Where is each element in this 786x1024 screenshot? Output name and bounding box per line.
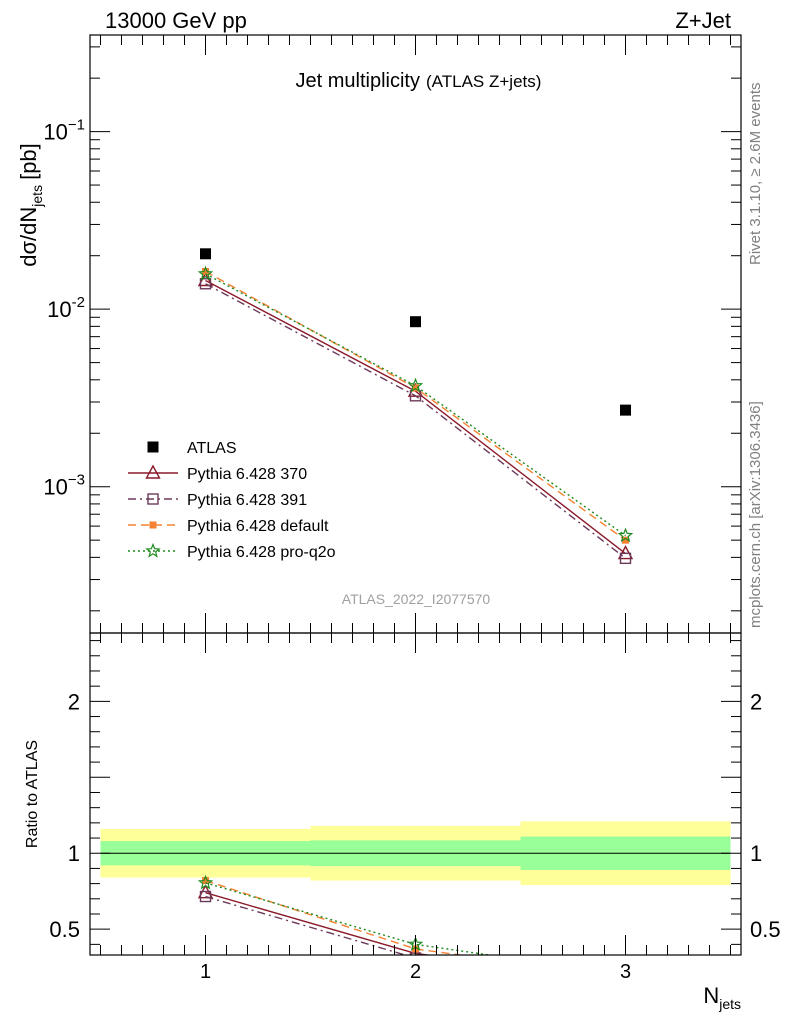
- data-point-p391: [199, 278, 212, 290]
- ylabel-subscript: jets: [29, 185, 45, 208]
- data-point-pq2o: [197, 265, 214, 281]
- data-point-pq2o: [407, 377, 424, 393]
- legend-label-p391: Pythia 6.428 391: [187, 492, 307, 509]
- ratio-line-p391: [205, 895, 408, 955]
- ratio-y-tick-label-right: 2: [750, 689, 762, 714]
- legend-marker-p391: [147, 493, 159, 505]
- side-label-mcplots: mcplots.cern.ch [arXiv:1306.3436]: [747, 401, 764, 628]
- plot-title: Jet multiplicity: [296, 70, 420, 92]
- legend-marker-atlas: [147, 441, 159, 453]
- data-point-atlas: [410, 316, 421, 328]
- legend-label-p370: Pythia 6.428 370: [187, 466, 307, 483]
- ratio-y-tick-label-left: 1: [68, 841, 80, 866]
- xlabel-subscript: jets: [718, 996, 741, 1012]
- svg-text:dσ/dNjets[pb]: dσ/dNjets [pb]: [16, 143, 45, 267]
- main-y-axis-label: dσ/dNjets [pb]: [16, 143, 45, 267]
- data-point-atlas: [200, 248, 211, 260]
- data-point-p391: [619, 552, 632, 565]
- data-point-p370: [617, 545, 634, 560]
- legend-marker-p370: [145, 464, 161, 479]
- x-tick-label: 2: [410, 961, 421, 983]
- xlabel-text: N: [703, 983, 719, 1008]
- ratio-y-axis-label: Ratio to ATLAS: [24, 740, 41, 848]
- data-point-pq2o: [617, 527, 634, 543]
- x-tick-label: 3: [620, 961, 631, 983]
- ratio-y-tick-label-right: 0.5: [750, 917, 781, 942]
- data-point-p370: [197, 272, 214, 287]
- ratio-y-tick-label-left: 0.5: [49, 917, 80, 942]
- y-tick-label-exponent: −3: [68, 472, 85, 489]
- y-tick-label: 10−3: [43, 472, 85, 500]
- y-tick-label-exponent: -2: [72, 294, 85, 311]
- legend: ATLAS Pythia 6.428 370 Pythia 6.428 391 Pyt…: [128, 440, 336, 561]
- legend-marker-pdefault: [149, 521, 157, 529]
- ylabel-unit: [pb]: [16, 143, 41, 180]
- ratio-y-tick-label-left: 2: [68, 689, 80, 714]
- ratio-point-pdefault: [202, 877, 209, 885]
- x-axis-label: Njets: [703, 983, 741, 1012]
- ratio-plot-panel: 0.5 0.5 1 1 2 2: [49, 632, 781, 956]
- ratio-point-p391: [199, 890, 212, 903]
- data-point-atlas: [620, 404, 631, 416]
- ratio-plot-frame: [89, 632, 742, 956]
- header-left: 13000 GeV pp: [105, 8, 247, 33]
- analysis-watermark: ATLAS_2022_I2077570: [342, 591, 491, 607]
- plot-subtitle: (ATLAS Z+jets): [426, 72, 541, 91]
- header-right: Z+Jet: [675, 8, 731, 33]
- data-point-pdefault: [622, 536, 629, 544]
- y-tick-label-base: 10: [47, 297, 71, 322]
- ratio-y-tick-label-right: 1: [750, 841, 762, 866]
- side-label-rivet: Rivet 3.1.10, ≥ 2.6M events: [747, 83, 764, 266]
- legend-label-pdefault: Pythia 6.428 default: [187, 518, 329, 535]
- y-tick-label: 10−1: [43, 117, 85, 145]
- y-tick-label-base: 10: [43, 475, 67, 500]
- main-plot-panel: 10−110-210−3: [43, 34, 742, 634]
- ratio-point-pq2o: [197, 874, 214, 890]
- legend-label-atlas: ATLAS: [187, 440, 237, 457]
- data-point-pdefault: [202, 267, 209, 275]
- ylabel-text: dσ/dN: [16, 207, 41, 267]
- legend-marker-pq2o: [145, 542, 161, 558]
- y-tick-label-exponent: −1: [68, 117, 85, 134]
- x-tick-label: 1: [200, 961, 211, 983]
- legend-label-pq2o: Pythia 6.428 pro-q2o: [187, 544, 336, 561]
- y-tick-label-base: 10: [43, 120, 67, 145]
- series-line-p391: [205, 283, 626, 559]
- y-tick-label: 10-2: [47, 294, 85, 322]
